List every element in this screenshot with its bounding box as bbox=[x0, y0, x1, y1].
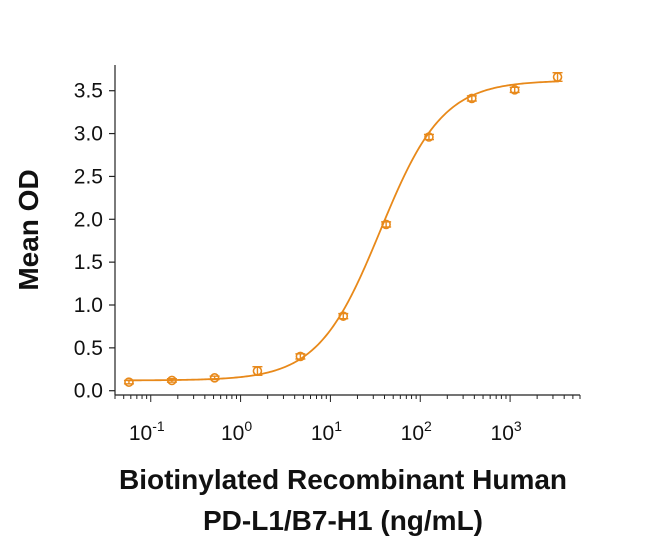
data-point bbox=[467, 93, 477, 104]
x-tick-label: 100 bbox=[221, 418, 252, 445]
y-tick-label: 0.5 bbox=[74, 337, 103, 360]
data-point bbox=[381, 219, 391, 230]
data-point bbox=[124, 377, 134, 387]
data-point bbox=[509, 85, 520, 95]
x-tick-label: 103 bbox=[491, 418, 522, 445]
x-axis: 10-1 100 101 102 103 bbox=[114, 394, 581, 445]
data-point bbox=[338, 311, 349, 321]
data-point bbox=[209, 373, 220, 383]
x-axis-title-line-1: Biotinylated Recombinant Human bbox=[119, 464, 567, 495]
y-tick-label: 1.5 bbox=[74, 251, 103, 274]
x-axis-title-line-2: PD-L1/B7-H1 (ng/mL) bbox=[203, 505, 483, 536]
y-tick-label: 0.0 bbox=[74, 380, 103, 403]
y-axis-title: Mean OD bbox=[13, 169, 44, 290]
y-tick-label: 1.0 bbox=[74, 294, 103, 317]
fit-curve bbox=[127, 80, 559, 382]
y-tick-label: 3.5 bbox=[74, 80, 103, 103]
x-tick-label: 101 bbox=[311, 418, 342, 445]
data-point bbox=[295, 351, 306, 362]
data-point bbox=[252, 366, 263, 376]
x-tick-label: 10-1 bbox=[129, 418, 165, 445]
data-point bbox=[424, 132, 434, 142]
y-tick-label: 2.5 bbox=[74, 165, 103, 188]
y-axis: 0.0 0.5 1.0 1.5 2.0 2.5 3.0 3.5 bbox=[74, 65, 116, 403]
y-tick-label: 2.0 bbox=[74, 208, 103, 231]
data-point bbox=[552, 72, 563, 82]
data-point bbox=[167, 375, 177, 386]
plot-area bbox=[123, 72, 563, 387]
y-tick-label: 3.0 bbox=[74, 123, 103, 146]
x-tick-label: 102 bbox=[401, 418, 432, 445]
